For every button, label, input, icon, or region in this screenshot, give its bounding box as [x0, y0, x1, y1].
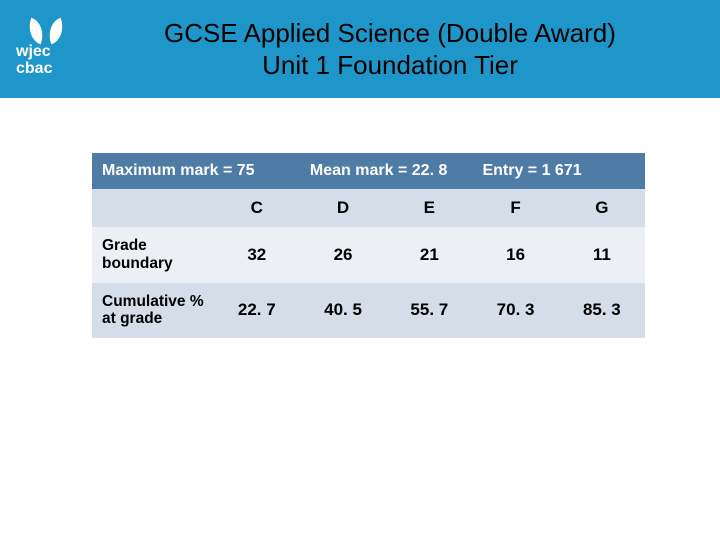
page-title: GCSE Applied Science (Double Award) Unit… [100, 17, 720, 82]
grade-header: D [300, 189, 386, 227]
header-bar: wjec cbac GCSE Applied Science (Double A… [0, 0, 720, 98]
entry-cell: Entry = 1 671 [472, 153, 645, 189]
mean-mark-cell: Mean mark = 22. 8 [300, 153, 473, 189]
brand-line2: cbac [16, 61, 52, 78]
leaf-icon [27, 20, 65, 42]
table-cell: 70. 3 [472, 283, 558, 339]
max-mark-cell: Maximum mark = 75 [92, 153, 300, 189]
table-cell: 55. 7 [386, 283, 472, 339]
title-line-2: Unit 1 Foundation Tier [100, 49, 680, 82]
row-label: Grade boundary [92, 227, 214, 283]
table-row: Grade boundary 32 26 21 16 11 [92, 227, 645, 283]
grade-header: C [214, 189, 300, 227]
grade-header: F [472, 189, 558, 227]
content-area: Maximum mark = 75 Mean mark = 22. 8 Entr… [0, 98, 720, 338]
table-cell: 32 [214, 227, 300, 283]
title-line-1: GCSE Applied Science (Double Award) [100, 17, 680, 50]
brand-text: wjec cbac [16, 44, 52, 78]
grade-header-blank [92, 189, 214, 227]
table-cell: 40. 5 [300, 283, 386, 339]
brand-line1: wjec [16, 44, 52, 61]
stats-row: Maximum mark = 75 Mean mark = 22. 8 Entr… [92, 153, 645, 189]
table-cell: 22. 7 [214, 283, 300, 339]
table-cell: 21 [386, 227, 472, 283]
grade-header: E [386, 189, 472, 227]
table-cell: 85. 3 [559, 283, 645, 339]
table-cell: 26 [300, 227, 386, 283]
table-cell: 11 [559, 227, 645, 283]
table-row: Cumulative % at grade 22. 7 40. 5 55. 7 … [92, 283, 645, 339]
grade-header: G [559, 189, 645, 227]
brand-logo: wjec cbac [12, 10, 80, 88]
grade-table: Maximum mark = 75 Mean mark = 22. 8 Entr… [92, 153, 645, 338]
table-cell: 16 [472, 227, 558, 283]
grade-header-row: C D E F G [92, 189, 645, 227]
row-label: Cumulative % at grade [92, 283, 214, 339]
